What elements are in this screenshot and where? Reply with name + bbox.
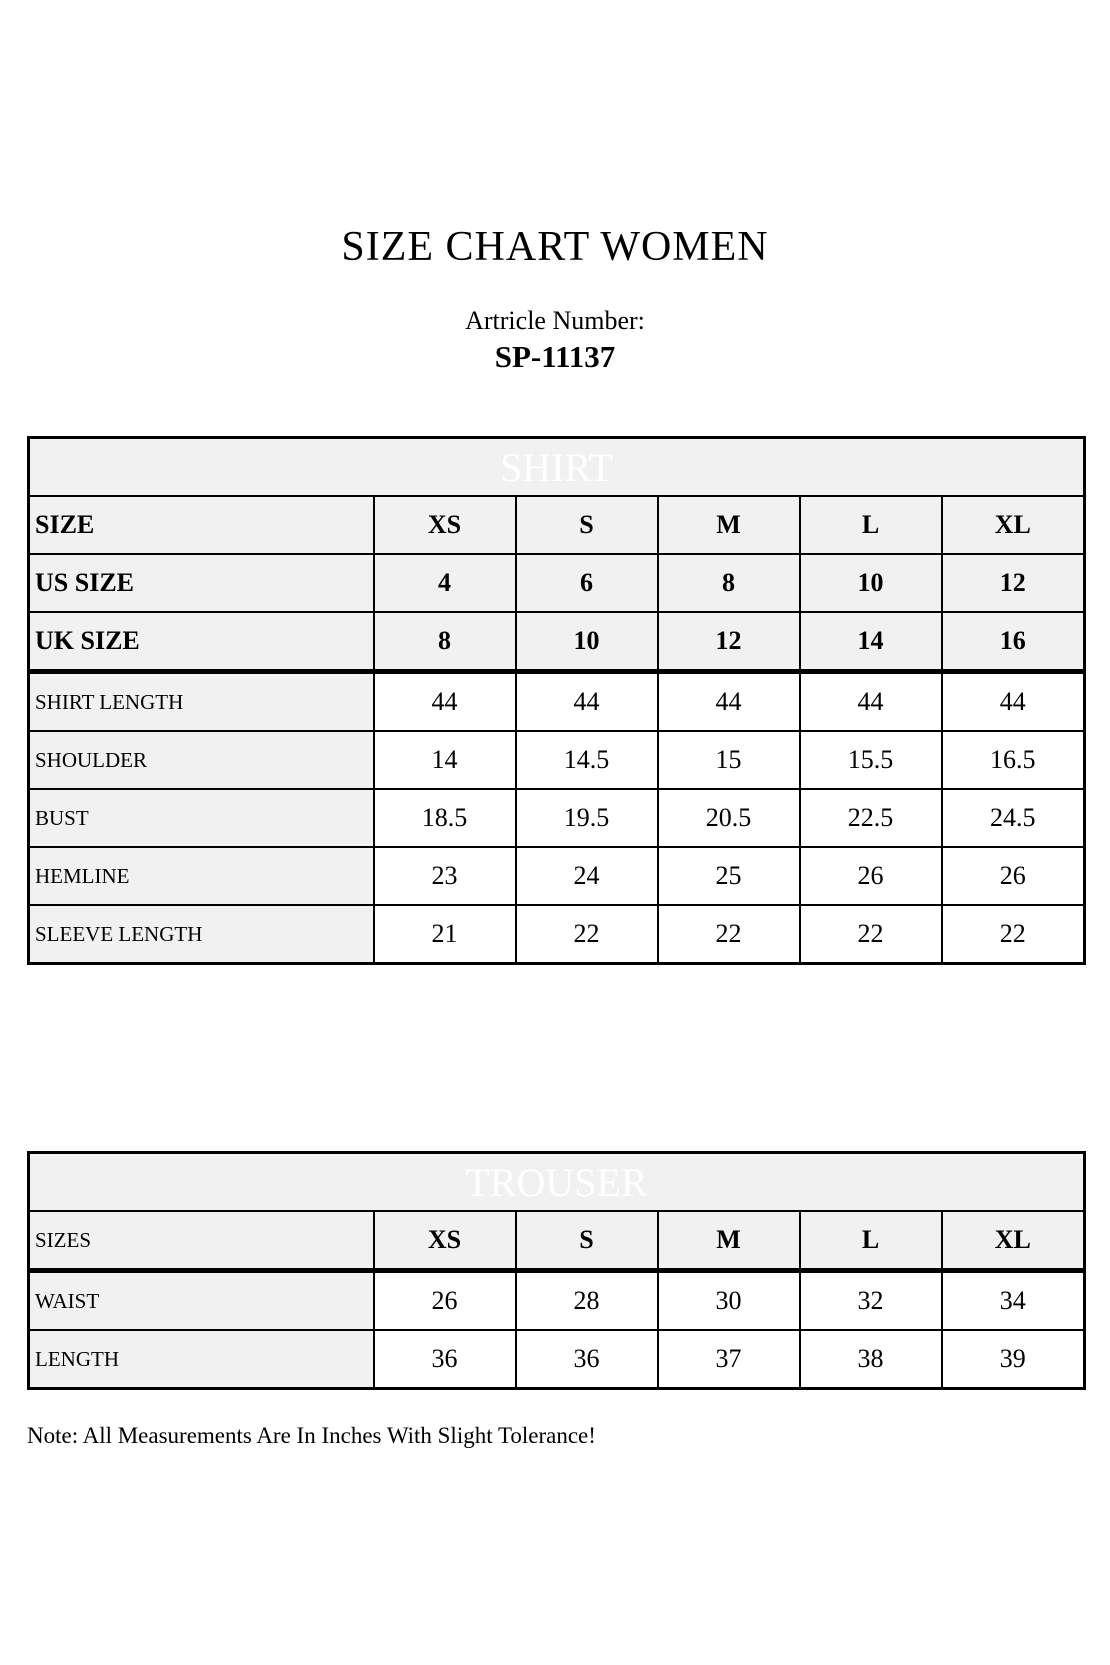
value-cell: 44 [514, 670, 659, 732]
row-label: SLEEVE LENGTH [27, 904, 375, 965]
row-label: BUST [27, 788, 375, 848]
shirt-row-bust: BUST 18.5 19.5 20.5 22.5 24.5 [27, 788, 1086, 848]
value-cell: 8 [372, 611, 517, 674]
row-label: US SIZE [27, 553, 375, 613]
value-cell: 12 [656, 611, 801, 674]
value-cell: 44 [372, 670, 517, 732]
shirt-row-sleeve-length: SLEEVE LENGTH 21 22 22 22 22 [27, 904, 1086, 965]
value-cell: 44 [798, 670, 943, 732]
value-cell: 14.5 [514, 730, 659, 790]
value-cell: 16.5 [940, 730, 1086, 790]
value-cell: 4 [372, 553, 517, 613]
value-cell: 23 [372, 846, 517, 906]
value-cell: 22.5 [798, 788, 943, 848]
shirt-row-hemline: HEMLINE 23 24 25 26 26 [27, 846, 1086, 906]
size-cell-xl: XL [940, 495, 1086, 555]
size-cell-s: S [514, 495, 659, 555]
row-label: SHOULDER [27, 730, 375, 790]
value-cell: 12 [940, 553, 1086, 613]
size-cell-l: L [798, 495, 943, 555]
header-block: SIZE CHART WOMEN Artricle Number: SP-111… [0, 0, 1110, 372]
value-cell: 21 [372, 904, 517, 965]
article-number-label: Artricle Number: [465, 306, 645, 335]
row-label: UK SIZE [27, 611, 375, 674]
value-cell: 38 [798, 1329, 943, 1390]
value-cell: 26 [798, 846, 943, 906]
size-cell-xs: XS [372, 1210, 517, 1273]
value-cell: 36 [372, 1329, 517, 1390]
value-cell: 34 [940, 1269, 1086, 1331]
row-label: SHIRT LENGTH [27, 670, 375, 732]
measurement-note: Note: All Measurements Are In Inches Wit… [27, 1423, 596, 1448]
size-cell-l: L [798, 1210, 943, 1273]
value-cell: 30 [656, 1269, 801, 1331]
value-cell: 26 [940, 846, 1086, 906]
trouser-row-sizes: SIZES XS S M L XL [27, 1210, 1086, 1273]
value-cell: 20.5 [656, 788, 801, 848]
article-number: SP-11137 [494, 339, 616, 374]
value-cell: 44 [656, 670, 801, 732]
size-cell-xs: XS [372, 495, 517, 555]
row-label: WAIST [27, 1269, 375, 1331]
trouser-row-length: LENGTH 36 36 37 38 39 [27, 1329, 1086, 1390]
shirt-row-size: SIZE XS S M L XL [27, 495, 1086, 555]
size-cell-m: M [656, 1210, 801, 1273]
row-label: SIZES [27, 1210, 375, 1273]
value-cell: 25 [656, 846, 801, 906]
shirt-row-shoulder: SHOULDER 14 14.5 15 15.5 16.5 [27, 730, 1086, 790]
value-cell: 8 [656, 553, 801, 613]
trouser-size-table: TROUSER SIZES XS S M L XL WAIST 26 28 30… [27, 1151, 1087, 1390]
shirt-table-title: SHIRT [27, 436, 1086, 497]
size-cell-m: M [656, 495, 801, 555]
shirt-banner-row: SHIRT [27, 436, 1086, 497]
shirt-row-uk-size: UK SIZE 8 10 12 14 16 [27, 611, 1086, 674]
shirt-size-table: SHIRT SIZE XS S M L XL US SIZE 4 6 8 10 … [27, 436, 1087, 965]
row-label: LENGTH [27, 1329, 375, 1390]
trouser-row-waist: WAIST 26 28 30 32 34 [27, 1269, 1086, 1331]
value-cell: 24 [514, 846, 659, 906]
row-label: SIZE [27, 495, 375, 555]
size-cell-s: S [514, 1210, 659, 1273]
value-cell: 6 [514, 553, 659, 613]
value-cell: 14 [372, 730, 517, 790]
value-cell: 39 [940, 1329, 1086, 1390]
value-cell: 18.5 [372, 788, 517, 848]
value-cell: 24.5 [940, 788, 1086, 848]
value-cell: 44 [940, 670, 1086, 732]
value-cell: 22 [940, 904, 1086, 965]
value-cell: 32 [798, 1269, 943, 1331]
value-cell: 15 [656, 730, 801, 790]
value-cell: 26 [372, 1269, 517, 1331]
value-cell: 10 [798, 553, 943, 613]
value-cell: 14 [798, 611, 943, 674]
value-cell: 36 [514, 1329, 659, 1390]
row-label: HEMLINE [27, 846, 375, 906]
trouser-banner-row: TROUSER [27, 1151, 1086, 1212]
trouser-table-title: TROUSER [27, 1151, 1086, 1212]
value-cell: 16 [940, 611, 1086, 674]
shirt-row-us-size: US SIZE 4 6 8 10 12 [27, 553, 1086, 613]
size-cell-xl: XL [940, 1210, 1086, 1273]
value-cell: 22 [798, 904, 943, 965]
value-cell: 22 [514, 904, 659, 965]
value-cell: 19.5 [514, 788, 659, 848]
value-cell: 28 [514, 1269, 659, 1331]
shirt-row-shirt-length: SHIRT LENGTH 44 44 44 44 44 [27, 670, 1086, 732]
page-title: SIZE CHART WOMEN [341, 224, 769, 270]
value-cell: 15.5 [798, 730, 943, 790]
value-cell: 22 [656, 904, 801, 965]
value-cell: 10 [514, 611, 659, 674]
value-cell: 37 [656, 1329, 801, 1390]
